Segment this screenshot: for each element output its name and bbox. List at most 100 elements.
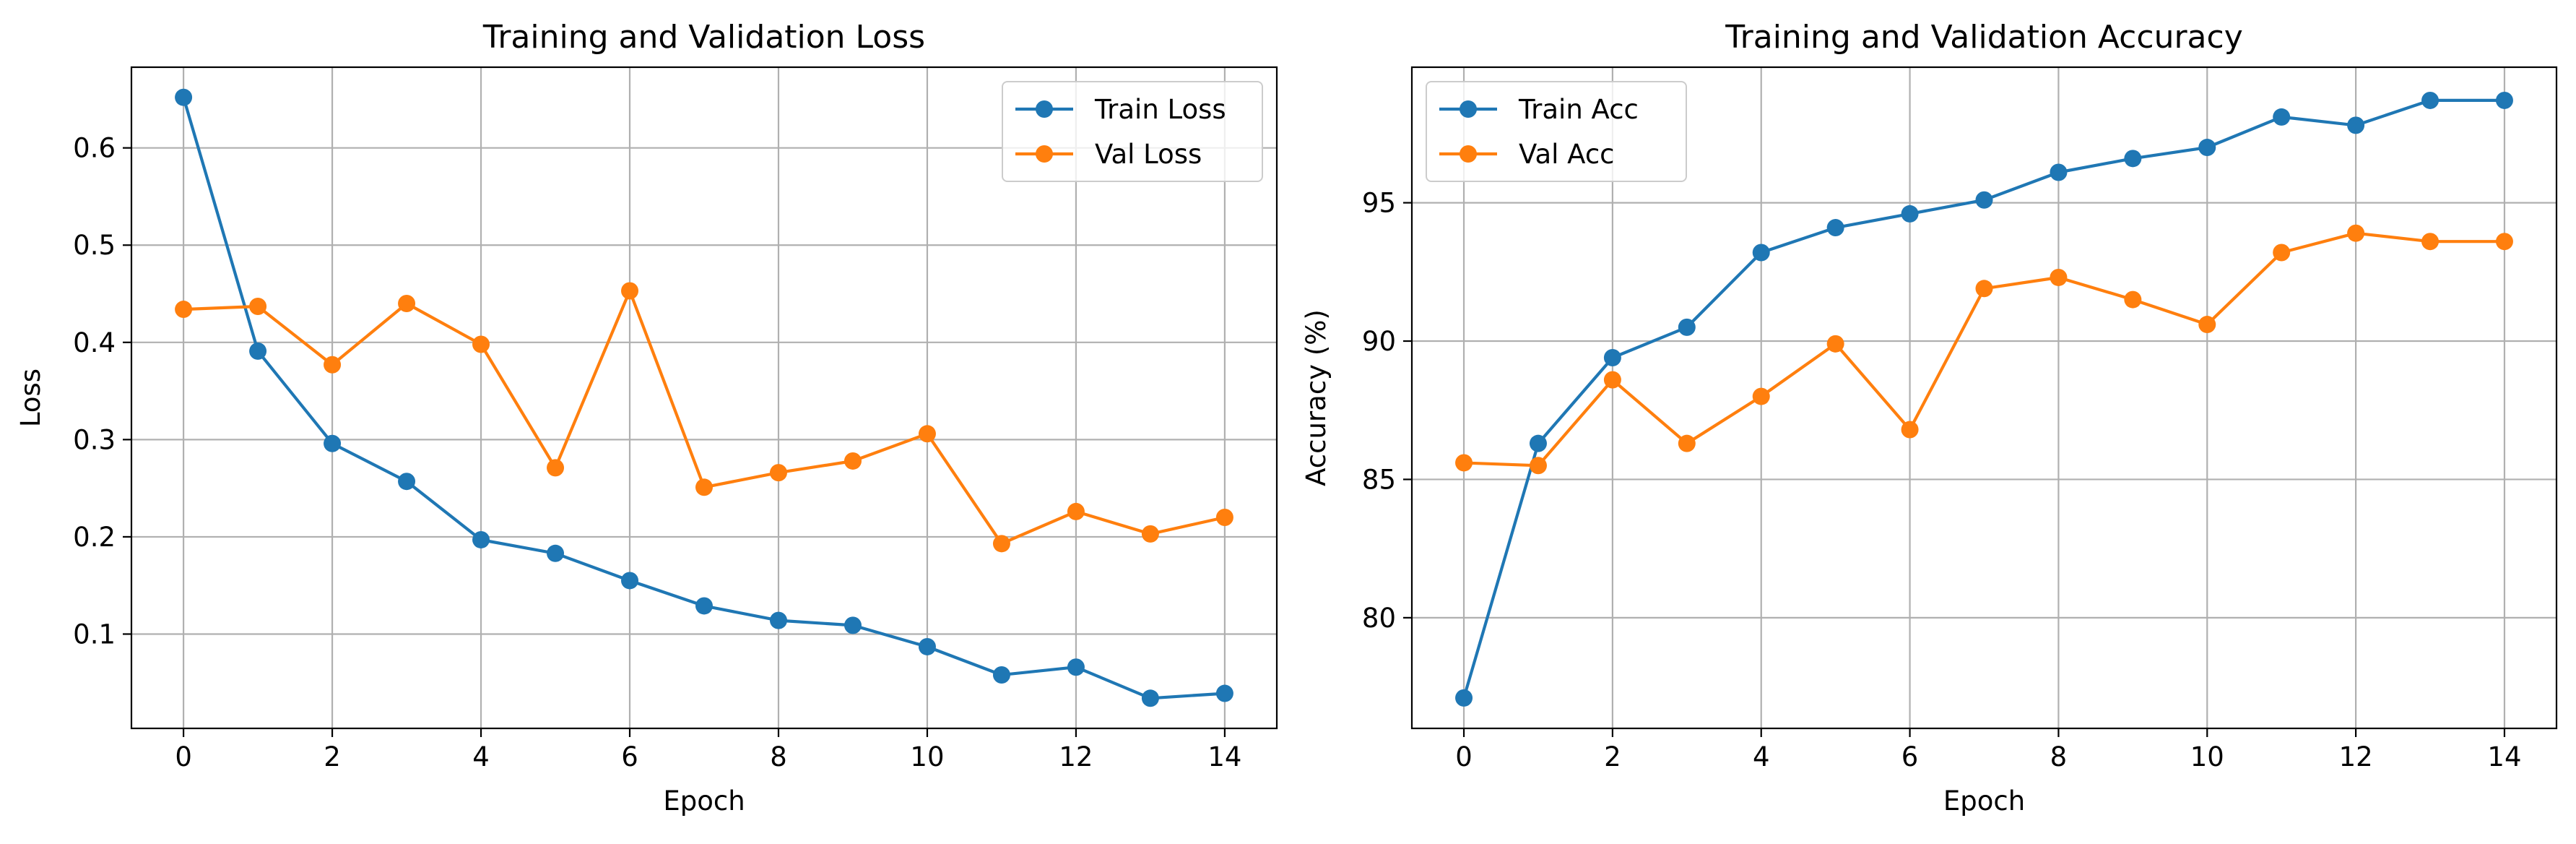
x-tick-label: 10 <box>2190 741 2224 772</box>
data-point-train-loss <box>1141 689 1159 707</box>
legend-marker-swatch <box>1036 145 1053 163</box>
x-tick-label: 0 <box>175 741 192 772</box>
data-point-val-loss <box>175 301 193 319</box>
data-point-train-acc <box>1603 348 1621 366</box>
legend-marker-swatch <box>1460 100 1477 118</box>
data-point-val-acc <box>2050 268 2068 286</box>
x-tick-label: 14 <box>2487 741 2521 772</box>
data-point-val-acc <box>1901 421 1919 439</box>
data-point-val-acc <box>1678 434 1696 452</box>
data-point-val-loss <box>1067 502 1085 520</box>
data-point-train-acc <box>1975 191 1993 209</box>
data-point-train-loss <box>695 597 713 615</box>
data-point-train-loss <box>249 342 267 360</box>
legend-label: Train Acc <box>1518 94 1639 125</box>
data-point-val-loss <box>992 535 1010 553</box>
data-point-train-acc <box>1678 318 1696 336</box>
data-point-val-acc <box>1455 454 1473 472</box>
data-point-train-loss <box>175 88 193 106</box>
legend: Train Loss Val Loss <box>1002 81 1263 182</box>
data-point-train-acc <box>1529 434 1547 452</box>
x-tick-label: 8 <box>2050 741 2068 772</box>
legend-label: Val Acc <box>1519 139 1615 170</box>
data-point-train-acc <box>2050 163 2068 181</box>
data-point-train-loss <box>918 637 936 655</box>
data-point-val-loss <box>324 356 342 374</box>
data-point-train-acc <box>1826 219 1844 237</box>
legend-marker-swatch <box>1460 145 1477 163</box>
data-point-val-acc <box>1975 280 1993 298</box>
legend-box <box>1426 81 1687 182</box>
legend-marker-swatch <box>1036 100 1053 118</box>
x-tick-label: 6 <box>1901 741 1919 772</box>
data-point-val-acc <box>2124 290 2142 309</box>
data-point-val-acc <box>1603 371 1621 389</box>
data-point-val-acc <box>1826 335 1844 353</box>
data-point-val-acc <box>1752 387 1770 405</box>
y-tick-label: 0.3 <box>73 424 116 455</box>
y-tick-label: 0.4 <box>73 327 116 358</box>
y-tick-label: 0.1 <box>73 619 116 650</box>
plot-frame <box>130 66 1278 730</box>
x-axis-label: Epoch <box>1943 785 2025 817</box>
data-point-val-loss <box>769 464 787 482</box>
data-point-train-loss <box>547 544 565 562</box>
x-tick-label: 2 <box>324 741 341 772</box>
legend-box <box>1002 81 1263 182</box>
data-point-val-loss <box>398 294 416 312</box>
data-point-train-loss <box>769 611 787 629</box>
data-point-train-loss <box>992 666 1010 684</box>
x-tick-label: 8 <box>770 741 787 772</box>
y-tick-label: 0.5 <box>73 230 116 261</box>
data-point-train-loss <box>324 434 342 452</box>
data-point-train-acc <box>1752 244 1770 262</box>
x-axis-label: Epoch <box>663 785 745 817</box>
x-tick-label: 0 <box>1455 741 1473 772</box>
chart-title: Training and Validation Loss <box>482 19 925 56</box>
data-point-val-loss <box>1215 509 1233 527</box>
plot-frame <box>1410 66 2558 730</box>
data-point-val-loss <box>695 478 713 496</box>
data-point-train-acc <box>2124 150 2142 168</box>
y-axis-label: Accuracy (%) <box>1301 309 1332 486</box>
y-tick-label: 80 <box>1362 603 1396 634</box>
data-point-val-loss <box>1141 525 1159 543</box>
x-tick-label: 4 <box>472 741 490 772</box>
data-point-train-loss <box>1215 684 1233 702</box>
data-point-train-loss <box>472 530 490 548</box>
chart-panel-loss: 0 2 4 6 8 10 12 14 0.1 0.2 0.3 0.4 0.5 0.6 Training an… <box>15 19 1278 817</box>
data-point-train-loss <box>398 473 416 491</box>
data-point-val-acc <box>1529 457 1547 475</box>
data-point-val-acc <box>2495 233 2513 251</box>
data-point-val-acc <box>2273 244 2291 262</box>
x-tick-label: 12 <box>2339 741 2373 772</box>
data-point-val-loss <box>472 335 490 353</box>
data-point-train-acc <box>2273 108 2291 126</box>
data-point-val-loss <box>621 282 639 300</box>
data-point-val-acc <box>2198 316 2216 334</box>
data-point-val-loss <box>249 298 267 316</box>
legend: Train Acc Val Acc <box>1426 81 1687 182</box>
y-tick-label: 95 <box>1362 188 1396 219</box>
x-tick-label: 10 <box>910 741 944 772</box>
y-tick-label: 85 <box>1362 464 1396 495</box>
data-point-train-acc <box>2495 91 2513 109</box>
x-tick-label: 12 <box>1059 741 1093 772</box>
y-tick-label: 0.2 <box>73 522 116 553</box>
legend-label: Val Loss <box>1095 139 1202 170</box>
data-point-train-acc <box>1455 689 1473 707</box>
chart-title: Training and Validation Accuracy <box>1725 19 2243 56</box>
x-tick-label: 2 <box>1604 741 1621 772</box>
data-point-val-acc <box>2347 224 2365 242</box>
data-point-val-loss <box>918 425 936 443</box>
data-point-train-loss <box>1067 658 1085 676</box>
data-point-val-acc <box>2421 233 2440 251</box>
y-tick-label: 90 <box>1362 326 1396 357</box>
data-point-train-loss <box>844 616 862 634</box>
data-point-val-loss <box>547 459 565 477</box>
data-point-train-acc <box>2421 91 2440 109</box>
data-point-train-acc <box>2347 116 2365 134</box>
y-axis-label: Loss <box>15 369 46 427</box>
x-tick-label: 4 <box>1753 741 1770 772</box>
